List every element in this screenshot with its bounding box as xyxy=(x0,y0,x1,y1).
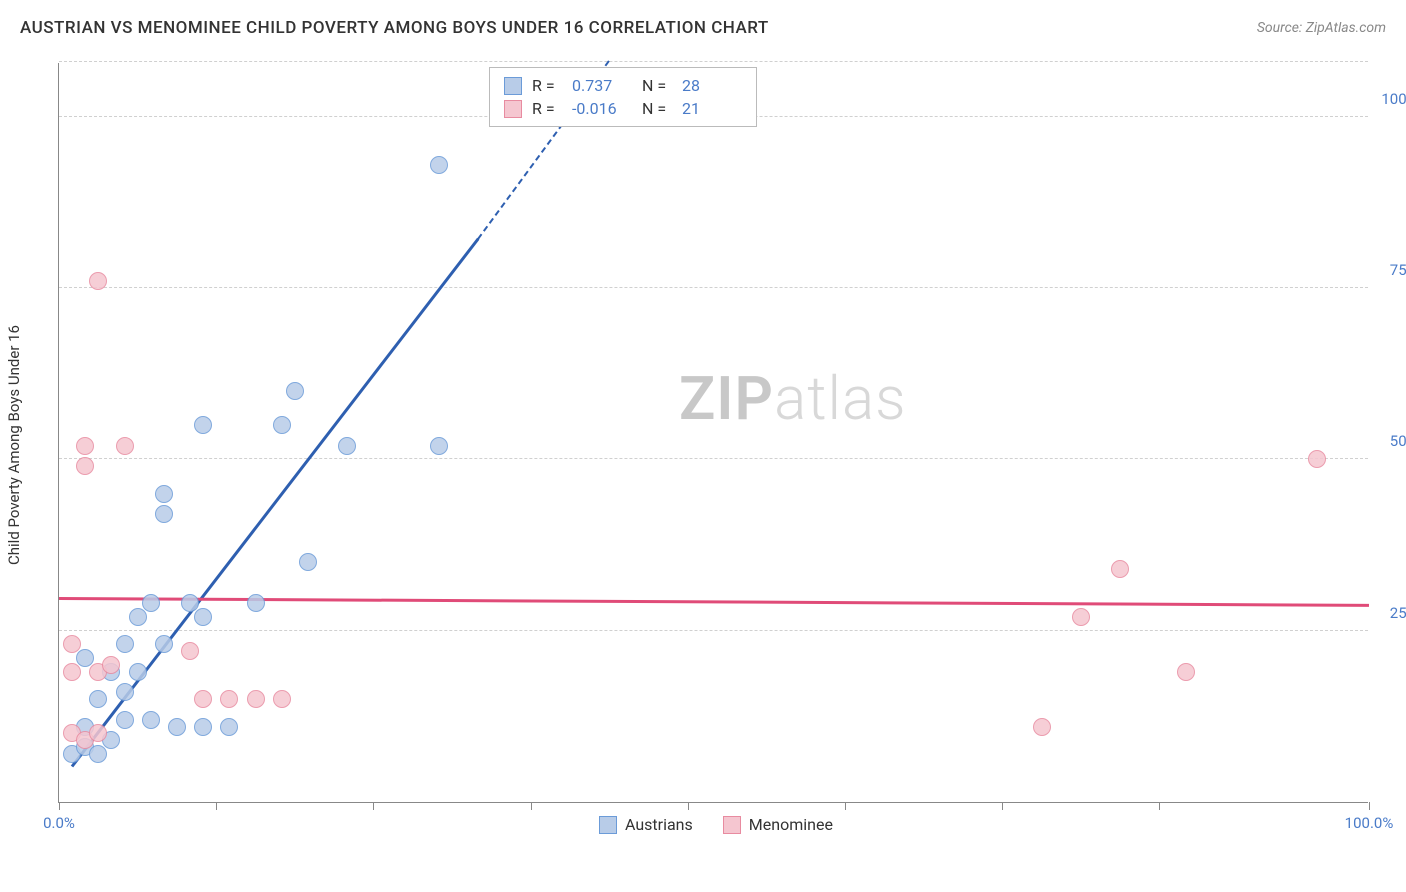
scatter-point xyxy=(116,635,134,653)
y-tick-label: 25.0% xyxy=(1390,604,1406,622)
scatter-point xyxy=(116,683,134,701)
scatter-point xyxy=(299,553,317,571)
n-label: N = xyxy=(642,99,672,118)
scatter-point xyxy=(1308,450,1326,468)
scatter-point xyxy=(1177,663,1195,681)
scatter-point xyxy=(1072,608,1090,626)
x-tick xyxy=(1159,802,1160,810)
correlation-legend-row: R = -0.016 N = 21 xyxy=(504,97,742,120)
r-label: R = xyxy=(532,76,562,95)
plot-wrap: Child Poverty Among Boys Under 16 ZIPatl… xyxy=(50,55,1380,835)
scatter-point xyxy=(1033,718,1051,736)
series-legend: Austrians Menominee xyxy=(599,815,833,834)
y-axis-label: Child Poverty Among Boys Under 16 xyxy=(5,325,23,565)
series-legend-label: Menominee xyxy=(749,815,833,834)
scatter-point xyxy=(142,711,160,729)
scatter-point xyxy=(116,711,134,729)
scatter-point xyxy=(430,156,448,174)
scatter-point xyxy=(247,594,265,612)
scatter-point xyxy=(63,635,81,653)
scatter-point xyxy=(194,690,212,708)
x-tick xyxy=(216,802,217,810)
scatter-point xyxy=(430,437,448,455)
gridline xyxy=(59,61,1368,62)
scatter-point xyxy=(220,690,238,708)
series-legend-item: Austrians xyxy=(599,815,693,834)
scatter-point xyxy=(89,724,107,742)
scatter-point xyxy=(338,437,356,455)
x-tick xyxy=(59,802,60,810)
correlation-legend: R = 0.737 N = 28 R = -0.016 N = 21 xyxy=(489,67,757,127)
x-tick xyxy=(845,802,846,810)
scatter-point xyxy=(194,416,212,434)
scatter-point xyxy=(129,608,147,626)
gridline xyxy=(59,630,1368,631)
plot-area: ZIPatlas 25.0%50.0%75.0%100.0%0.0%100.0%… xyxy=(58,63,1368,803)
scatter-point xyxy=(273,416,291,434)
r-label: R = xyxy=(532,99,562,118)
scatter-point xyxy=(116,437,134,455)
gridline xyxy=(59,287,1368,288)
x-tick-label: 100.0% xyxy=(1345,814,1394,832)
scatter-point xyxy=(168,718,186,736)
scatter-point xyxy=(89,745,107,763)
source-label: Source: ZipAtlas.com xyxy=(1257,20,1386,36)
scatter-point xyxy=(181,642,199,660)
x-tick-label: 0.0% xyxy=(43,814,75,832)
x-tick xyxy=(531,802,532,810)
series-legend-item: Menominee xyxy=(723,815,833,834)
legend-swatch xyxy=(723,816,741,834)
scatter-point xyxy=(247,690,265,708)
x-tick xyxy=(688,802,689,810)
title-bar: AUSTRIAN VS MENOMINEE CHILD POVERTY AMON… xyxy=(20,18,1386,38)
scatter-point xyxy=(286,382,304,400)
scatter-point xyxy=(155,635,173,653)
watermark-zip: ZIP xyxy=(679,363,774,434)
series-legend-label: Austrians xyxy=(625,815,693,834)
scatter-point xyxy=(102,656,120,674)
scatter-point xyxy=(63,663,81,681)
scatter-point xyxy=(220,718,238,736)
x-tick xyxy=(1002,802,1003,810)
y-tick-label: 100.0% xyxy=(1381,90,1406,108)
chart-title: AUSTRIAN VS MENOMINEE CHILD POVERTY AMON… xyxy=(20,18,769,38)
x-tick xyxy=(373,802,374,810)
scatter-point xyxy=(273,690,291,708)
n-label: N = xyxy=(642,76,672,95)
scatter-point xyxy=(89,272,107,290)
r-value: -0.016 xyxy=(572,99,632,118)
legend-swatch xyxy=(599,816,617,834)
x-tick xyxy=(1369,802,1370,810)
y-tick-label: 50.0% xyxy=(1390,432,1406,450)
scatter-point xyxy=(89,690,107,708)
r-value: 0.737 xyxy=(572,76,632,95)
legend-swatch xyxy=(504,100,522,118)
legend-swatch xyxy=(504,77,522,95)
scatter-point xyxy=(155,505,173,523)
watermark-atlas: atlas xyxy=(774,363,907,434)
n-value: 28 xyxy=(682,76,742,95)
scatter-point xyxy=(142,594,160,612)
scatter-point xyxy=(194,608,212,626)
scatter-point xyxy=(129,663,147,681)
scatter-point xyxy=(76,437,94,455)
correlation-legend-row: R = 0.737 N = 28 xyxy=(504,74,742,97)
y-tick-label: 75.0% xyxy=(1390,261,1406,279)
scatter-point xyxy=(181,594,199,612)
scatter-point xyxy=(194,718,212,736)
scatter-point xyxy=(1111,560,1129,578)
scatter-point xyxy=(155,485,173,503)
n-value: 21 xyxy=(682,99,742,118)
scatter-point xyxy=(76,457,94,475)
watermark: ZIPatlas xyxy=(679,363,907,434)
gridline xyxy=(59,458,1368,459)
